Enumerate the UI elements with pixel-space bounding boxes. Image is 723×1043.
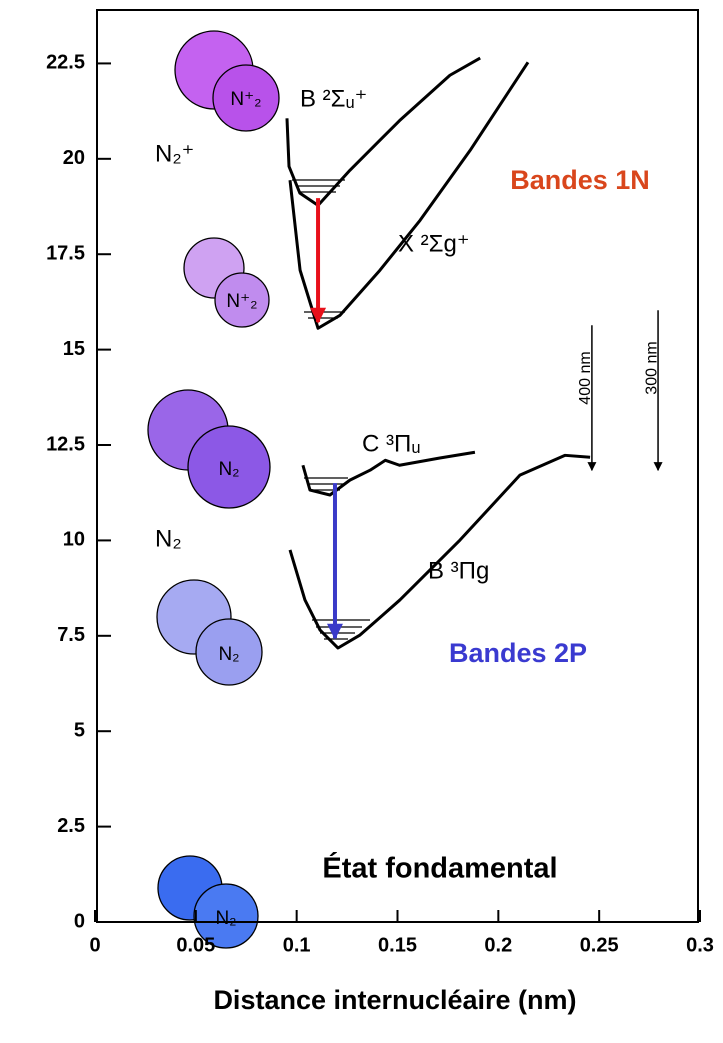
y-tick-label: 22.5	[46, 52, 85, 74]
curve	[288, 453, 591, 650]
molecule-label: N₂	[215, 908, 236, 929]
molecule-label: N₂	[218, 644, 239, 665]
curve	[288, 61, 530, 330]
x-tick-label: 0.1	[283, 934, 311, 956]
y-tick-label: 2.5	[57, 815, 85, 837]
x-tick-label: 0.15	[378, 934, 417, 956]
arrow-label: 400 nm	[577, 351, 594, 404]
curve-label: C ³Πᵤ	[362, 430, 421, 457]
x-tick-label: 0	[89, 934, 100, 956]
y-tick-label: 0	[74, 910, 85, 932]
arrow-label: Bandes 1N	[510, 165, 650, 195]
molecule-label: N⁺₂	[226, 291, 257, 312]
x-tick-label: 0.05	[176, 934, 215, 956]
annotation: État fondamental	[322, 851, 557, 885]
arrow-label: 300 nm	[643, 341, 660, 394]
molecule-label: N⁺₂	[230, 89, 261, 110]
curve-label: B ³Πg	[428, 557, 489, 584]
y-tick-label: 7.5	[57, 624, 85, 646]
x-tick-label: 0.2	[484, 934, 512, 956]
x-axis-title: Distance internucléaire (nm)	[213, 985, 576, 1015]
curve	[301, 450, 476, 497]
y-tick-label: 17.5	[46, 242, 85, 264]
molecule-label: N₂	[218, 459, 239, 480]
y-tick-label: 15	[63, 338, 85, 360]
curve	[285, 56, 481, 207]
arrow-label: Bandes 2P	[449, 638, 587, 668]
y-tick-label: 20	[63, 147, 85, 169]
y-tick-label: 10	[63, 529, 85, 551]
vibrational-levels	[292, 179, 370, 640]
curve-label: X ²Σg⁺	[398, 230, 470, 257]
state-label: N₂	[155, 525, 182, 552]
curve-label: B ²Σᵤ⁺	[300, 85, 367, 112]
y-tick-label: 12.5	[46, 433, 85, 455]
molecules	[147, 30, 280, 949]
state-label: N₂⁺	[155, 140, 194, 167]
x-tick-label: 0.3	[686, 934, 714, 956]
y-tick-label: 5	[74, 719, 85, 741]
x-tick-label: 0.25	[580, 934, 619, 956]
